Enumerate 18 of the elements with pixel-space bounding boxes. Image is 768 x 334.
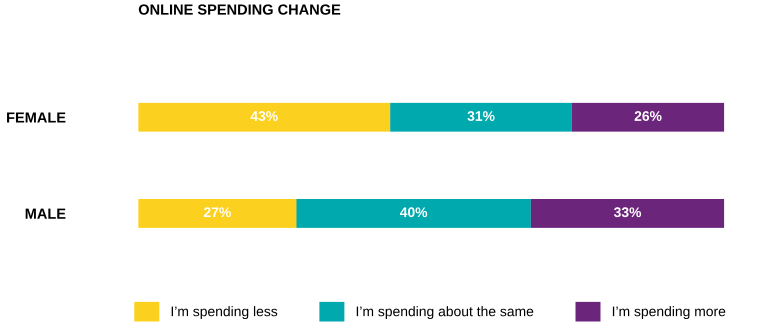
bar xyxy=(296,198,531,228)
data-label: 31% xyxy=(467,111,495,121)
data-label: 33% xyxy=(614,207,642,218)
bar xyxy=(390,102,572,132)
data-label: 27% xyxy=(204,207,231,218)
chart-title: ONLINE SPENDING CHANGE xyxy=(138,4,340,15)
bar xyxy=(572,102,724,132)
legend-label: I’m spending more xyxy=(612,306,726,320)
y-tick-label: MALE xyxy=(26,208,66,219)
data-label: 26% xyxy=(634,111,662,121)
bar xyxy=(138,198,296,228)
legend-label: I’m spending less xyxy=(172,306,278,320)
legend-label: I’m spending about the same xyxy=(356,306,534,320)
data-label: 43% xyxy=(250,111,278,121)
data-label: 40% xyxy=(400,207,428,218)
bar xyxy=(138,102,390,132)
bar xyxy=(530,198,724,228)
y-tick-label: FEMALE xyxy=(7,112,66,123)
